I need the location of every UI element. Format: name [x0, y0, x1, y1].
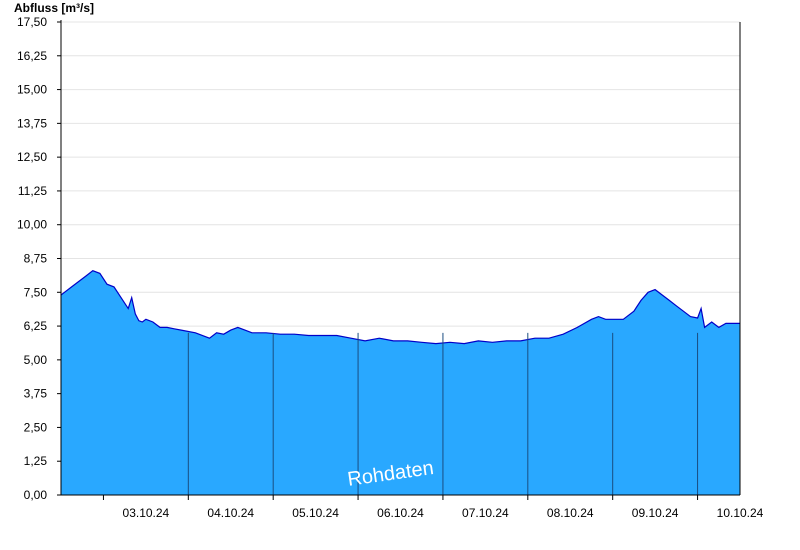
y-tick-label: 11,25	[18, 184, 47, 198]
y-tick-label: 10,00	[17, 218, 47, 232]
y-tick-label: 13,75	[17, 116, 47, 130]
y-tick-label: 3,75	[24, 387, 48, 401]
x-tick-label: 03.10.24	[123, 506, 170, 520]
x-tick-label: 04.10.24	[207, 506, 254, 520]
data-area-group	[60, 270, 740, 495]
axes	[60, 20, 741, 496]
y-tick-label: 0,00	[24, 488, 48, 502]
y-tick-label: 17,50	[17, 15, 47, 29]
x-tick-labels: 03.10.24 04.10.24 05.10.24 06.10.24 07.10.24…	[102, 495, 764, 520]
discharge-area	[61, 270, 740, 495]
y-tick-label: 6,25	[24, 319, 48, 333]
y-tick-label: 16,25	[17, 49, 47, 63]
y-axis-title: Abfluss [m³/s]	[14, 1, 95, 15]
x-tick-label: 08.10.24	[547, 506, 594, 520]
y-tick-label: 7,50	[24, 285, 48, 299]
y-tick-labels: 0,00 1,25 2,50 3,75 5,00 6,25 7,50 8,75 10,00 11,…	[17, 15, 61, 502]
y-tick-label: 2,50	[24, 420, 48, 434]
x-tick-label: 07.10.24	[462, 506, 509, 520]
y-tick-label: 12,50	[17, 150, 47, 164]
y-tick-label: 1,25	[24, 454, 48, 468]
y-tick-label: 8,75	[24, 252, 48, 266]
y-tick-label: 5,00	[24, 353, 48, 367]
x-tick-label: 10.10.24	[717, 506, 764, 520]
discharge-line	[60, 270, 740, 345]
x-tick-label: 06.10.24	[377, 506, 424, 520]
x-tick-label: 05.10.24	[292, 506, 339, 520]
x-tick-label: 09.10.24	[632, 506, 679, 520]
y-tick-label: 15,00	[17, 83, 47, 97]
day-separator-lines	[187, 332, 699, 495]
